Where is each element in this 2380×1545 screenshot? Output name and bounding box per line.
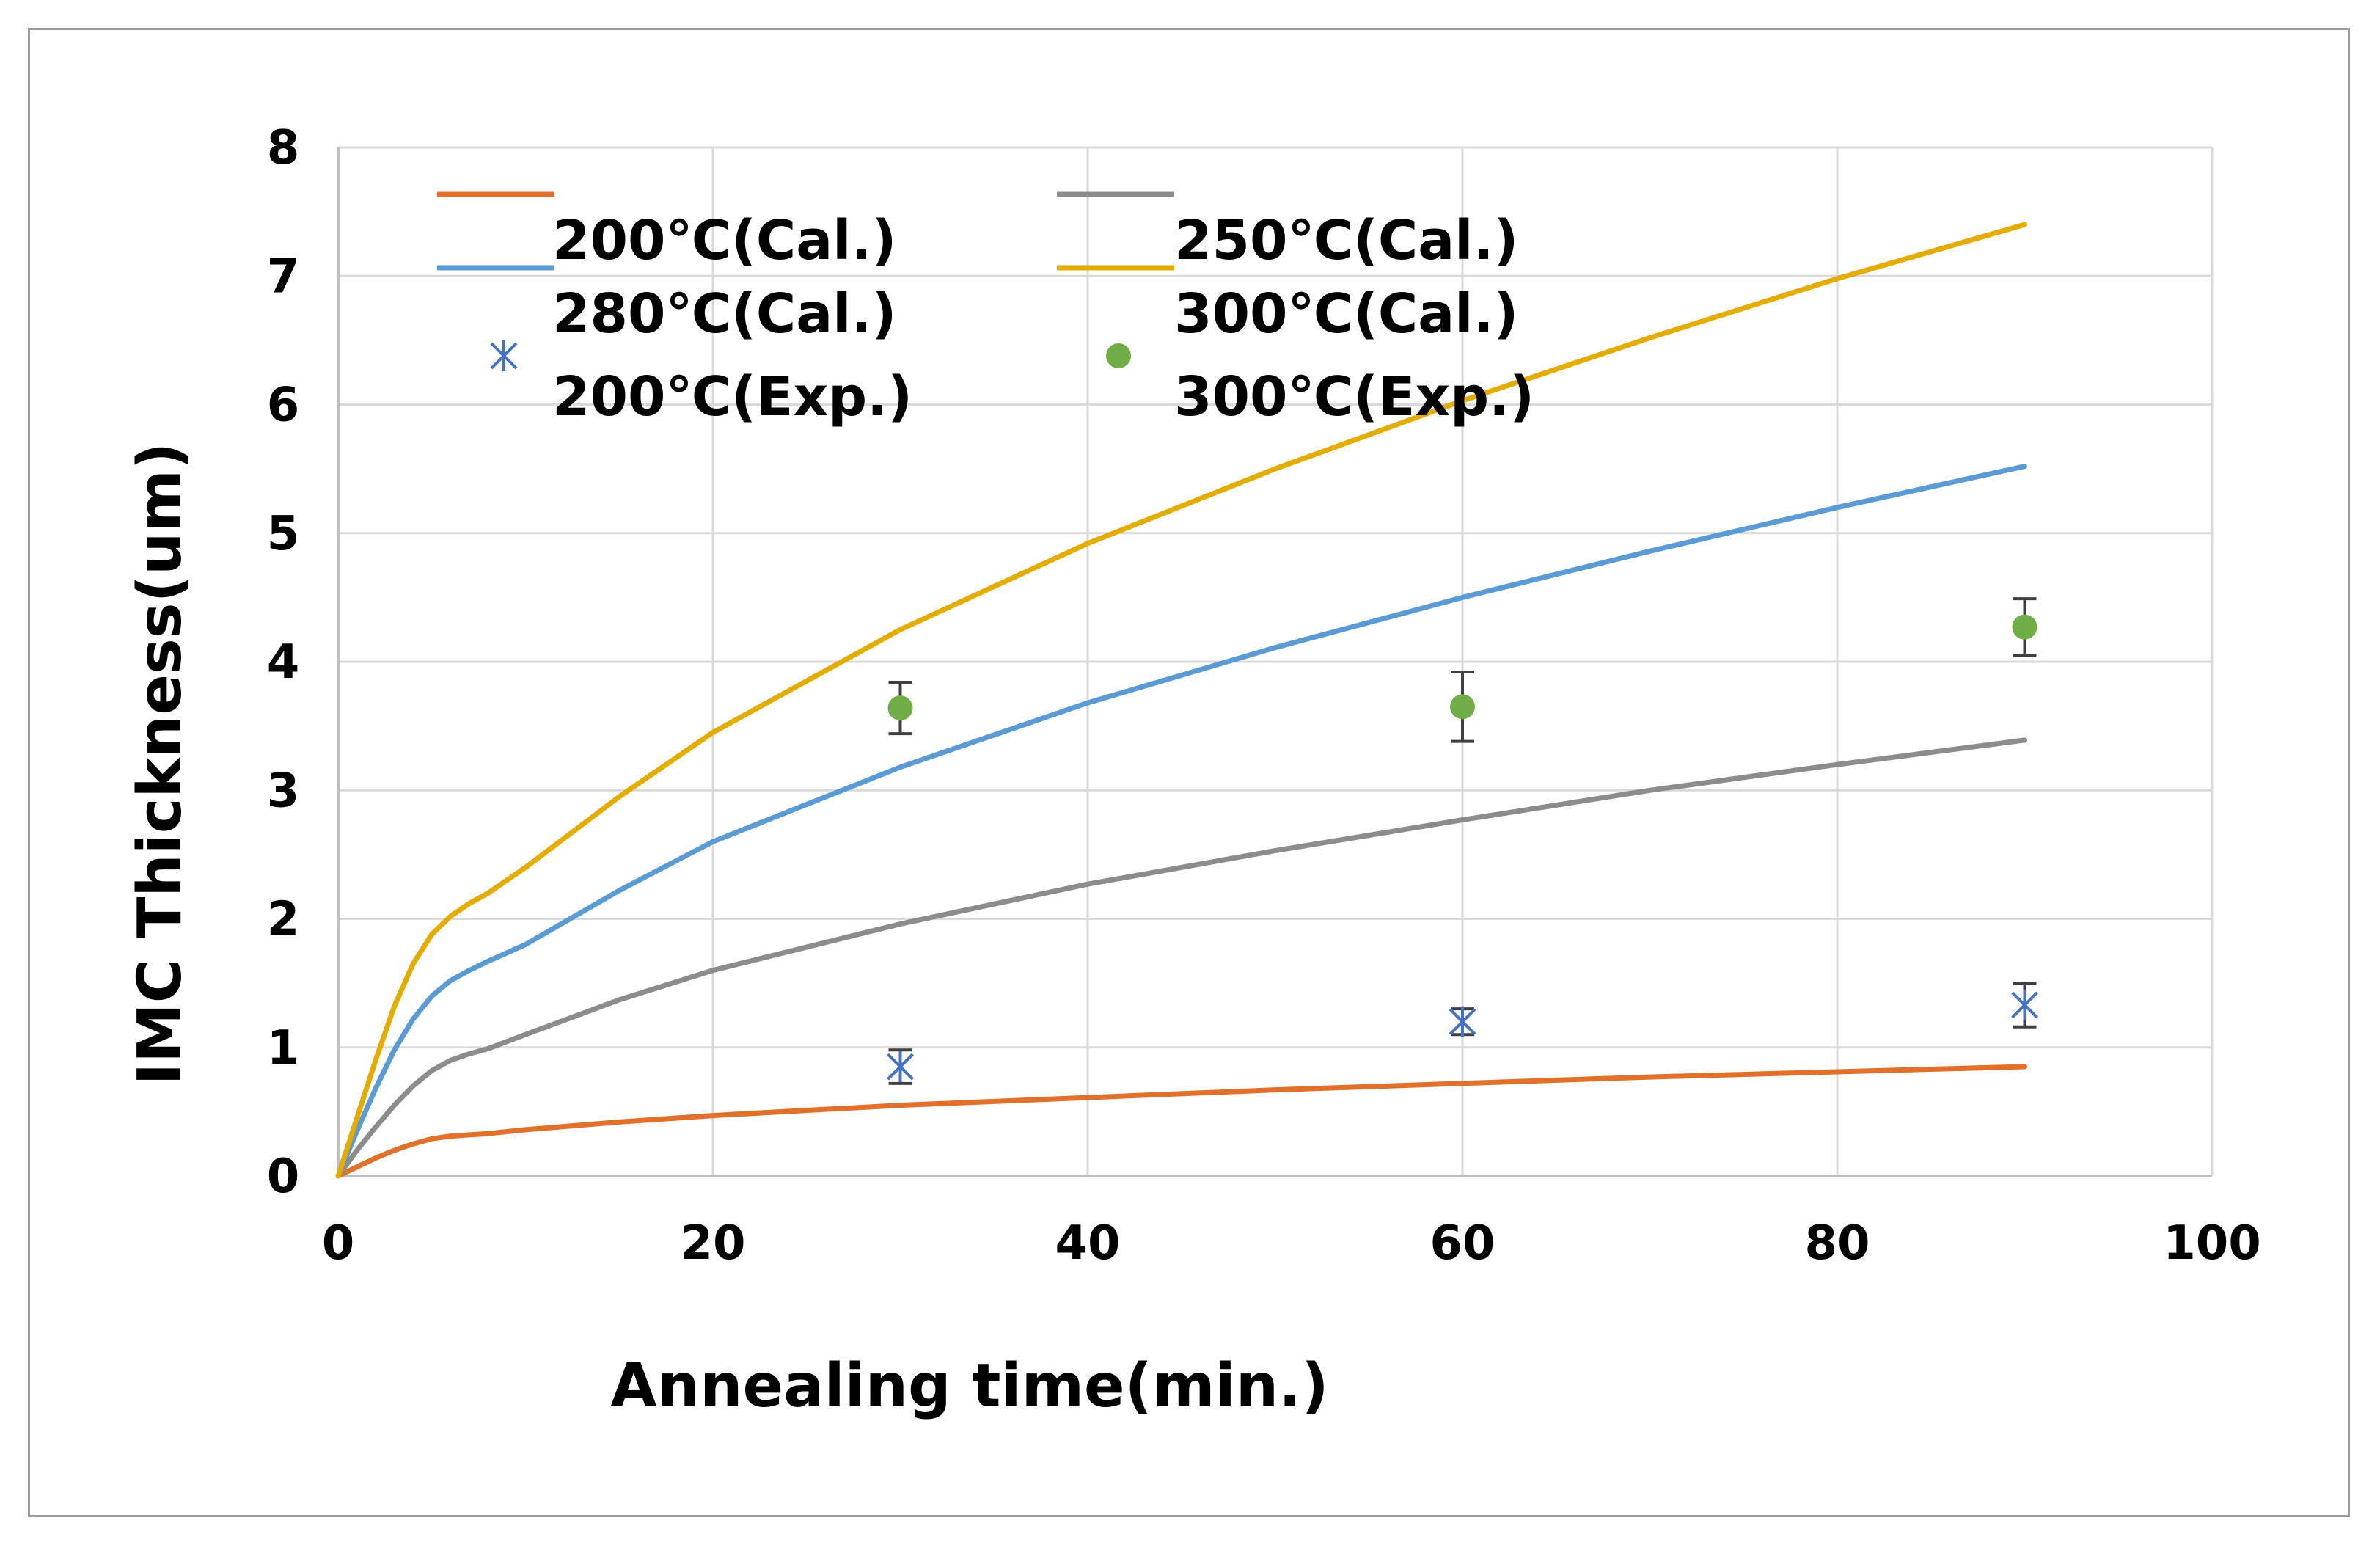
x-tick-label: 0	[322, 1216, 355, 1271]
data-point	[1450, 694, 1475, 720]
legend-item: 280℃(Cal.)	[437, 265, 896, 346]
y-tick-label: 1	[267, 1021, 300, 1075]
data-point	[1449, 1006, 1476, 1037]
x-axis-title: Annealing time(min.)	[610, 1351, 1328, 1421]
series-5	[887, 597, 2037, 743]
series-line	[335, 464, 2027, 1179]
legend-label: 250℃(Cal.)	[1174, 209, 1518, 272]
legend: 200℃(Cal.) 250℃(Cal.) 280℃(Cal.) 300℃(Cal.)…	[437, 191, 1534, 428]
legend-label: 280℃(Cal.)	[552, 282, 896, 346]
legend-label: 300℃(Cal.)	[1174, 282, 1518, 346]
series	[335, 222, 2038, 1179]
grid	[337, 146, 2214, 1177]
x-tick-label: 60	[1429, 1216, 1495, 1271]
x-tick-label: 100	[2163, 1216, 2261, 1271]
data-point	[887, 695, 913, 721]
legend-label: 200℃(Exp.)	[552, 365, 912, 428]
data-point	[887, 1051, 914, 1083]
legend-label: 300℃(Exp.)	[1174, 365, 1534, 428]
legend-swatch	[490, 340, 518, 371]
axes	[337, 147, 2212, 1177]
series-2	[335, 464, 2027, 1179]
series-line	[335, 1064, 2027, 1179]
legend-item: 200℃(Cal.)	[437, 191, 896, 272]
data-point	[2011, 989, 2038, 1020]
legend-item: 250℃(Cal.)	[1057, 191, 1518, 272]
y-axis-title: IMC Thickness(um)	[125, 442, 195, 1086]
legend-item: 300℃(Cal.)	[1057, 265, 1518, 346]
series-1	[335, 737, 2027, 1179]
y-tick-label: 2	[267, 893, 300, 947]
legend-label: 200℃(Cal.)	[552, 209, 896, 272]
x-tick-label: 20	[680, 1216, 745, 1271]
y-tick-label: 4	[267, 635, 300, 690]
data-point	[2012, 614, 2037, 640]
y-tick-label: 0	[267, 1150, 300, 1204]
y-tick-label: 7	[267, 249, 300, 304]
x-tick-label: 40	[1055, 1216, 1120, 1271]
series-3	[335, 222, 2027, 1179]
legend-item: 200℃(Exp.)	[490, 340, 912, 428]
x-tick-label: 80	[1804, 1216, 1870, 1271]
legend-swatch	[1106, 343, 1131, 368]
y-tick-label: 3	[267, 764, 300, 818]
series-line	[335, 737, 2027, 1179]
series-line	[335, 222, 2027, 1179]
series-0	[335, 1064, 2027, 1179]
series-4	[887, 982, 2038, 1085]
y-tick-label: 8	[267, 121, 300, 175]
y-tick-label: 5	[267, 507, 300, 561]
y-tick-label: 6	[267, 379, 300, 433]
legend-item: 300℃(Exp.)	[1106, 343, 1534, 428]
chart-frame: 0 1 2 3 4 5 6 7 8 0 20 40 60 80 100 200℃(Cal.) 250℃(Cal…	[28, 28, 2350, 1517]
